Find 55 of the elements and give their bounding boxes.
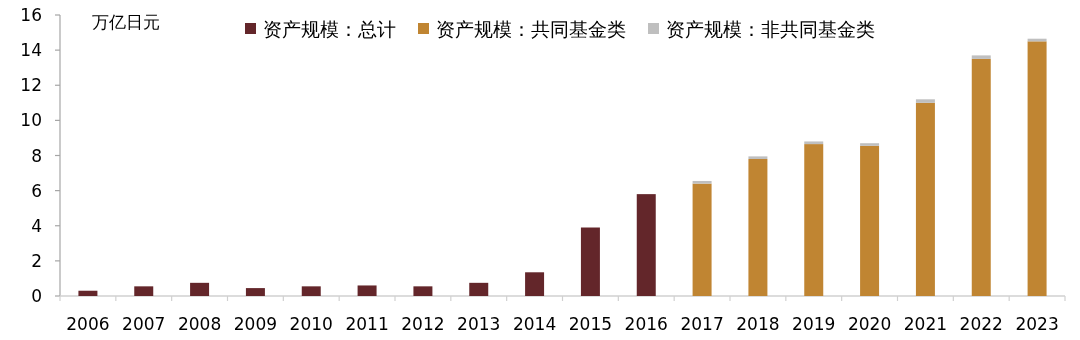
x-tick-label: 2012 <box>401 314 445 334</box>
legend-label: 资产规模：非共同基金类 <box>666 18 875 40</box>
x-tick-label: 2020 <box>847 314 892 334</box>
bar <box>134 286 154 296</box>
legend-label: 资产规模：共同基金类 <box>436 18 626 40</box>
x-tick-label: 2021 <box>903 314 948 334</box>
y-tick-label: 14 <box>20 40 42 61</box>
bar <box>469 282 489 296</box>
x-tick-label: 2009 <box>233 314 278 334</box>
x-tick-label: 2022 <box>959 314 1003 334</box>
x-tick-label: 2019 <box>792 314 836 334</box>
x-tick-label: 2010 <box>289 314 333 334</box>
bar <box>804 144 824 296</box>
bar <box>860 145 880 296</box>
x-tick-label: 2008 <box>177 314 222 334</box>
bar <box>1027 41 1047 296</box>
y-tick-label: 0 <box>31 286 42 306</box>
bar <box>580 227 600 296</box>
x-tick-label: 2017 <box>680 314 724 334</box>
y-tick-label: 10 <box>20 110 42 131</box>
bar <box>804 141 824 145</box>
y-tick-label: 12 <box>20 75 42 96</box>
bar <box>692 180 712 184</box>
bar <box>413 286 433 296</box>
bar <box>971 58 991 296</box>
x-tick-label: 2013 <box>457 314 501 334</box>
bar <box>357 285 377 296</box>
bar <box>692 183 712 296</box>
bar <box>915 99 935 103</box>
y-tick-label: 6 <box>31 180 42 201</box>
legend-label: 资产规模：总计 <box>263 18 396 40</box>
bar <box>525 272 545 296</box>
y-tick-label: 4 <box>31 215 42 236</box>
bar <box>78 290 98 296</box>
bar <box>748 156 768 160</box>
x-tick-label: 2014 <box>512 314 557 334</box>
y-tick-label: 8 <box>31 145 42 166</box>
bar <box>636 194 656 296</box>
x-tick-label: 2015 <box>568 314 613 334</box>
bar <box>860 143 880 146</box>
bar <box>190 282 210 296</box>
x-tick-label: 2007 <box>122 314 166 334</box>
y-tick-label: 16 <box>20 5 42 25</box>
x-tick-label: 2006 <box>66 314 110 334</box>
y-axis-title: 万亿日元 <box>92 12 160 32</box>
y-tick-label: 2 <box>31 250 42 271</box>
bar <box>971 55 991 59</box>
bar <box>245 288 265 296</box>
x-tick-label: 2018 <box>736 314 780 334</box>
x-tick-label: 2023 <box>1015 314 1059 334</box>
x-tick-label: 2016 <box>624 314 668 334</box>
bar <box>301 286 321 296</box>
bar <box>915 102 935 296</box>
bar <box>748 159 768 296</box>
x-tick-label: 2011 <box>345 314 389 334</box>
